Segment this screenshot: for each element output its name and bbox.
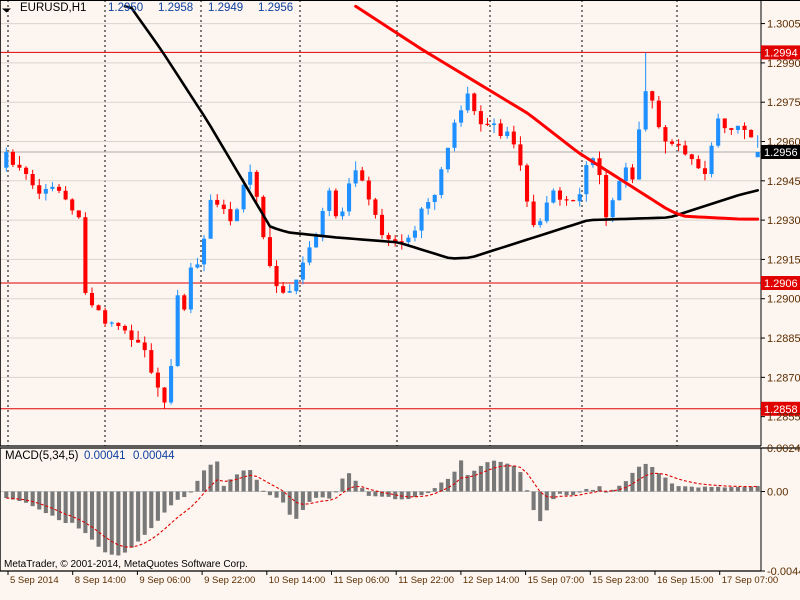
svg-text:8 Sep 14:00: 8 Sep 14:00 [75, 575, 126, 586]
svg-text:9 Sep 06:00: 9 Sep 06:00 [139, 575, 190, 586]
svg-text:15 Sep 07:00: 15 Sep 07:00 [528, 575, 585, 586]
svg-text:11 Sep 06:00: 11 Sep 06:00 [334, 575, 390, 586]
svg-text:1.2958: 1.2958 [158, 2, 193, 14]
svg-text:16 Sep 15:00: 16 Sep 15:00 [657, 575, 714, 586]
svg-text:15 Sep 23:00: 15 Sep 23:00 [592, 575, 649, 586]
svg-text:EURUSD,H1: EURUSD,H1 [20, 2, 86, 14]
svg-text:0.00041: 0.00041 [84, 450, 126, 462]
svg-text:1.2990: 1.2990 [767, 58, 800, 70]
svg-text:1.2870: 1.2870 [767, 372, 800, 384]
svg-text:MACD(5,34,5): MACD(5,34,5) [5, 450, 79, 462]
svg-text:5 Sep 2014: 5 Sep 2014 [10, 575, 59, 586]
svg-text:1.2906: 1.2906 [764, 278, 798, 290]
svg-text:1.2945: 1.2945 [767, 176, 800, 188]
svg-text:0.00: 0.00 [767, 487, 788, 499]
svg-text:9 Sep 22:00: 9 Sep 22:00 [204, 575, 255, 586]
svg-text:0.00241: 0.00241 [767, 443, 800, 455]
svg-text:1.2885: 1.2885 [767, 333, 800, 345]
svg-text:1.2956: 1.2956 [258, 2, 293, 14]
svg-text:0.00044: 0.00044 [133, 450, 175, 462]
svg-text:1.2900: 1.2900 [767, 294, 800, 306]
svg-text:10 Sep 14:00: 10 Sep 14:00 [269, 575, 326, 586]
svg-text:1.2930: 1.2930 [767, 215, 800, 227]
svg-text:11 Sep 22:00: 11 Sep 22:00 [398, 575, 454, 586]
svg-text:MetaTrader, © 2001-2014, MetaQ: MetaTrader, © 2001-2014, MetaQuotes Soft… [4, 559, 248, 570]
svg-text:17 Sep 07:00: 17 Sep 07:00 [722, 575, 779, 586]
svg-text:1.2855: 1.2855 [767, 412, 800, 424]
svg-text:1.2950: 1.2950 [108, 2, 143, 14]
svg-text:1.2915: 1.2915 [767, 254, 800, 266]
svg-text:1.2956: 1.2956 [764, 147, 798, 159]
svg-text:12 Sep 14:00: 12 Sep 14:00 [463, 575, 520, 586]
svg-text:1.2975: 1.2975 [767, 97, 800, 109]
svg-text:1.2949: 1.2949 [208, 2, 243, 14]
svg-text:1.3005: 1.3005 [767, 19, 800, 31]
